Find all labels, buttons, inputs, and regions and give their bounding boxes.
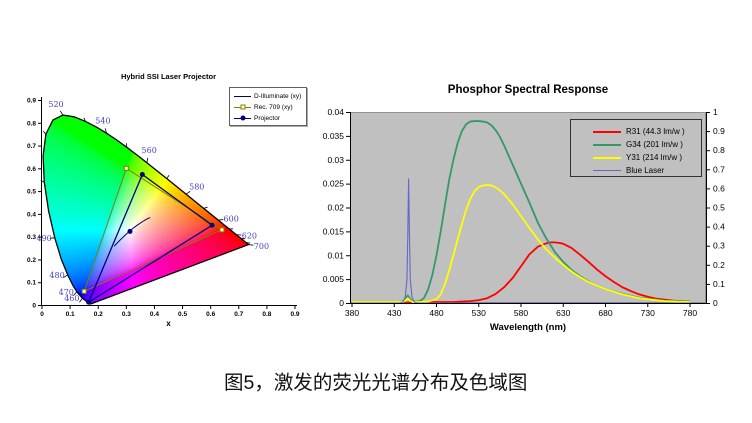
legend-label: Rec. 709 (xy) [254, 103, 293, 111]
legend-line-swatch [593, 128, 621, 136]
legend-spectral: R31 (44.3 lm/w ) G34 (201 lm/w ) Y31 (214 … [570, 119, 702, 177]
legend-item-0: D-Illuminate (xy) [234, 91, 304, 101]
legend-label: Projector [254, 114, 281, 122]
figure-caption: 图5，激发的荧光光谱分布及色域图 [224, 372, 528, 394]
legend-line-swatch [593, 167, 621, 175]
legend-line-swatch [234, 103, 251, 111]
legend-label: Y31 (214 lm/w ) [626, 153, 683, 162]
legend-item-2: Projector [234, 113, 304, 123]
circle-marker-icon [240, 115, 245, 121]
legend-item-2: Y31 (214 lm/w ) [593, 152, 701, 163]
legend-cie: D-Illuminate (xy) Rec. 709 (xy) Projector [229, 87, 307, 126]
legend-label: Blue Laser [626, 166, 665, 175]
legend-line [593, 156, 621, 159]
legend-line [593, 143, 621, 146]
x-axis-label-cie: x [166, 319, 171, 328]
legend-line [593, 130, 621, 133]
legend-label: D-Illuminate (xy) [254, 92, 302, 100]
legend-item-1: G34 (201 lm/w ) [593, 139, 701, 150]
chart-title-spectral: Phosphor Spectral Response [447, 84, 609, 96]
legend-line-swatch [234, 114, 251, 122]
legend-line-swatch [593, 141, 621, 149]
legend-item-3: Blue Laser [593, 165, 701, 176]
chart-title-cie: Hybrid SSI Laser Projector [120, 72, 217, 81]
legend-label: G34 (201 lm/w ) [626, 140, 683, 149]
legend-line-swatch [234, 92, 251, 100]
legend-item-1: Rec. 709 (xy) [234, 102, 304, 112]
legend-label: R31 (44.3 lm/w ) [626, 127, 685, 136]
legend-line-swatch [593, 154, 621, 162]
legend-item-0: R31 (44.3 lm/w ) [593, 126, 701, 137]
legend-line [593, 170, 621, 171]
legend-line [234, 95, 251, 97]
x-axis-label-spectral: Wavelength (nm) [489, 322, 567, 333]
square-marker-icon [240, 104, 245, 110]
